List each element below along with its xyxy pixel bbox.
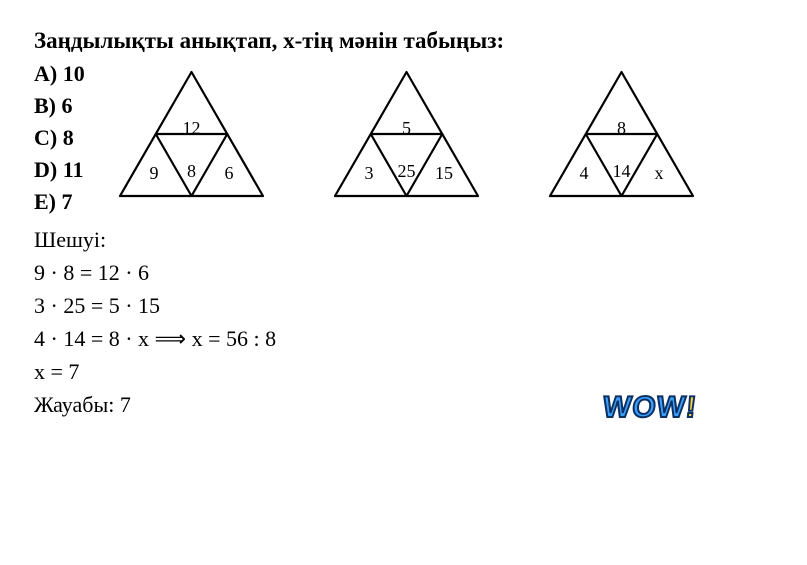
t3-br: x [639,164,679,182]
t2-br: 15 [424,164,464,182]
t3-bl: 4 [564,164,604,182]
option-e: E) 7 [34,186,96,218]
question-title: Заңдылықты анықтап, x-тің мәнін табыңыз: [34,28,773,54]
t1-top: 12 [114,119,269,137]
triangle-diagrams: 12 8 9 6 5 25 3 15 [114,64,699,204]
answer-options: A) 10 B) 6 C) 8 D) 11 E) 7 [34,58,96,217]
triangle-2: 5 25 3 15 [329,64,484,204]
option-c: C) 8 [34,122,96,154]
option-d: D) 11 [34,154,96,186]
option-b: B) 6 [34,90,96,122]
triangle-1: 12 8 9 6 [114,64,269,204]
wow-sticker: WOW [601,391,699,425]
solution-line-2: 3 · 25 = 5 · 15 [34,289,773,322]
t1-br: 6 [209,164,249,182]
t2-top: 5 [329,119,484,137]
t2-bl: 3 [349,164,389,182]
t1-bl: 9 [134,164,174,182]
solution-line-4: x = 7 [34,355,773,388]
solution-heading: Шешуі: [34,223,773,256]
option-a: A) 10 [34,58,96,90]
solution-line-1: 9 · 8 = 12 · 6 [34,256,773,289]
triangle-3: 8 14 4 x [544,64,699,204]
top-row: A) 10 B) 6 C) 8 D) 11 E) 7 12 8 9 6 [34,58,773,217]
solution-line-3: 4 · 14 = 8 · x ⟹ x = 56 : 8 [34,322,773,355]
t3-top: 8 [544,119,699,137]
